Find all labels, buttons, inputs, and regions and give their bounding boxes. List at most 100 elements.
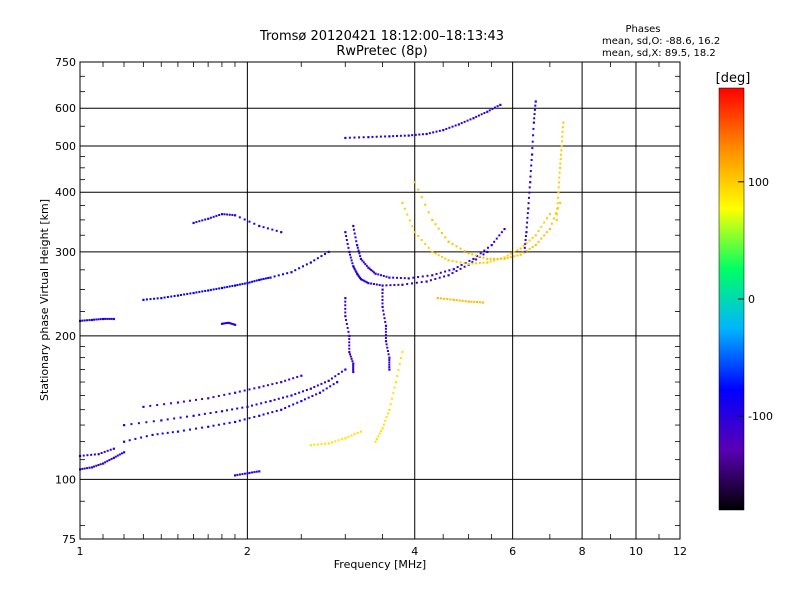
data-point (90, 453, 93, 456)
data-point (561, 130, 564, 133)
data-point (467, 252, 470, 255)
data-point (463, 120, 466, 123)
data-point (327, 250, 330, 254)
data-point (145, 435, 148, 438)
data-point (243, 389, 246, 392)
data-point (220, 213, 224, 216)
data-point (399, 276, 402, 279)
data-point (186, 415, 189, 418)
data-point (332, 383, 335, 386)
data-point (241, 473, 244, 476)
data-point (355, 271, 358, 274)
y-tick-label: 300 (55, 246, 76, 259)
data-point (382, 423, 385, 426)
data-point (552, 217, 555, 220)
data-point (348, 344, 351, 347)
y-tick-label: 750 (55, 56, 76, 69)
data-point (365, 281, 368, 284)
data-point (384, 330, 387, 333)
data-point (344, 311, 347, 314)
data-point (481, 301, 484, 304)
data-point (478, 255, 481, 258)
data-point (499, 103, 502, 107)
data-point (411, 225, 414, 228)
data-point (437, 227, 440, 230)
data-point (437, 254, 440, 257)
data-point (86, 467, 89, 470)
data-point (556, 202, 559, 205)
data-point (373, 271, 376, 274)
data-point (557, 186, 560, 189)
data-point (267, 276, 270, 279)
data-point (477, 114, 480, 117)
data-point (411, 282, 414, 285)
data-point (142, 298, 145, 301)
data-point (560, 144, 563, 148)
data-point (102, 462, 105, 465)
data-point (228, 213, 231, 216)
data-point (294, 269, 297, 272)
data-point (313, 386, 316, 389)
data-point (93, 465, 96, 468)
data-point (250, 404, 253, 407)
data-point (204, 289, 207, 292)
data-point (207, 397, 210, 400)
data-point (475, 258, 478, 261)
data-point (532, 134, 535, 137)
data-point (443, 297, 446, 300)
data-point (466, 119, 469, 122)
data-point (463, 249, 466, 252)
data-point (88, 466, 91, 469)
data-point (201, 398, 204, 401)
data-point (532, 127, 535, 130)
data-point (280, 408, 283, 411)
data-point (392, 392, 395, 395)
data-point (192, 414, 195, 417)
data-point (384, 320, 387, 323)
data-point (528, 191, 531, 194)
data-point (392, 135, 395, 138)
data-point (388, 359, 391, 362)
data-point (527, 202, 530, 205)
data-point (231, 408, 234, 411)
data-point (452, 298, 455, 301)
data-point (385, 275, 388, 278)
data-point (370, 282, 373, 285)
data-point (303, 398, 306, 401)
data-point (262, 385, 265, 388)
data-point (300, 400, 303, 403)
data-point (182, 429, 185, 432)
data-point (352, 224, 355, 228)
data-point (417, 188, 420, 191)
data-point (292, 403, 295, 406)
data-point (361, 278, 364, 281)
data-point (215, 287, 218, 290)
data-point (352, 364, 355, 367)
data-point (358, 275, 361, 278)
data-point (350, 434, 353, 437)
data-point (212, 288, 215, 291)
colorbar-label: [deg] (716, 71, 751, 86)
data-point (233, 474, 237, 477)
data-point (334, 440, 337, 443)
data-point (362, 136, 365, 139)
data-point (472, 257, 475, 261)
data-point (406, 283, 409, 286)
data-point (495, 237, 498, 240)
data-point (123, 451, 126, 454)
data-point (554, 212, 557, 215)
data-point (446, 298, 449, 301)
data-point (189, 292, 192, 295)
data-point (531, 245, 534, 248)
data-point (316, 384, 319, 387)
data-point (506, 256, 509, 259)
data-point (347, 435, 350, 438)
data-point (354, 269, 357, 272)
data-point (284, 406, 287, 409)
data-point (371, 270, 374, 273)
data-point (253, 387, 256, 390)
data-point (417, 276, 420, 279)
data-point (525, 226, 528, 229)
data-point (471, 261, 474, 264)
data-point (486, 261, 489, 264)
